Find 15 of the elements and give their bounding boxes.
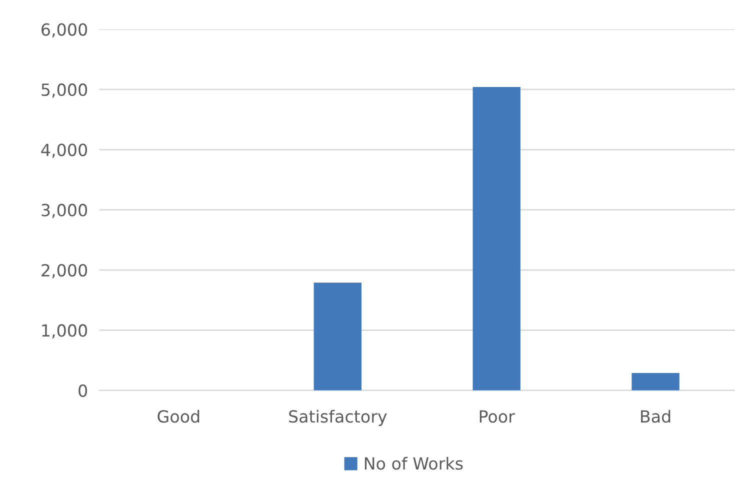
y-tick-label: 0 <box>78 384 88 397</box>
y-tick-label: 3,000 <box>42 204 88 218</box>
x-tick-label: Satisfactory <box>289 410 387 426</box>
y-tick-label: 2,000 <box>42 264 88 278</box>
x-tick-label: Good <box>158 410 200 423</box>
x-tick-label: Bad <box>641 410 670 423</box>
bar <box>472 87 520 390</box>
y-tick-label: 6,000 <box>42 23 88 38</box>
y-tick-label: 4,000 <box>41 144 88 158</box>
y-tick-label: 1,000 <box>42 324 88 338</box>
legend-label: No of Works <box>364 456 463 470</box>
bar <box>632 372 680 390</box>
bar <box>314 282 362 390</box>
y-tick-label: 5,000 <box>42 83 88 98</box>
x-tick-label: Poor <box>480 410 515 423</box>
